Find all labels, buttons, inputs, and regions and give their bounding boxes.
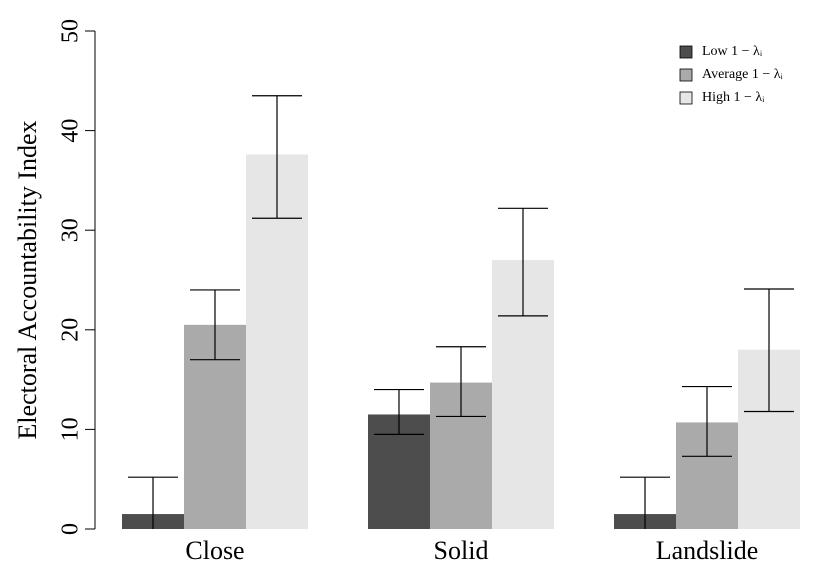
- error-bar: [374, 388, 424, 435]
- error-bar: [498, 207, 548, 317]
- legend-label: Low 1 − λᵢ: [702, 44, 763, 59]
- y-tick-label: 20: [58, 318, 84, 342]
- x-tick-label: Close: [185, 536, 244, 565]
- x-tick-label: Solid: [434, 536, 489, 565]
- y-tick-label: 10: [58, 417, 84, 441]
- error-bar: [436, 346, 486, 418]
- error-bar: [252, 95, 302, 219]
- legend-swatch: [679, 91, 693, 105]
- error-bar: [620, 476, 670, 529]
- error-bar: [128, 476, 178, 529]
- y-axis-label: Electoral Accountability Index: [13, 120, 42, 439]
- x-tick-label: Landslide: [656, 536, 759, 565]
- legend-label: High 1 − λᵢ: [702, 90, 765, 105]
- legend-swatch: [679, 45, 693, 59]
- y-tick-label: 30: [58, 218, 84, 242]
- y-tick-label: 40: [58, 119, 84, 143]
- legend-swatch: [679, 68, 693, 82]
- y-tick-label: 0: [58, 523, 84, 535]
- error-bar: [190, 289, 240, 361]
- plot-area: [122, 95, 800, 529]
- y-tick-label: 50: [58, 19, 84, 43]
- error-bar: [682, 385, 732, 457]
- legend-label: Average 1 − λᵢ: [702, 67, 784, 82]
- error-bar: [744, 288, 794, 413]
